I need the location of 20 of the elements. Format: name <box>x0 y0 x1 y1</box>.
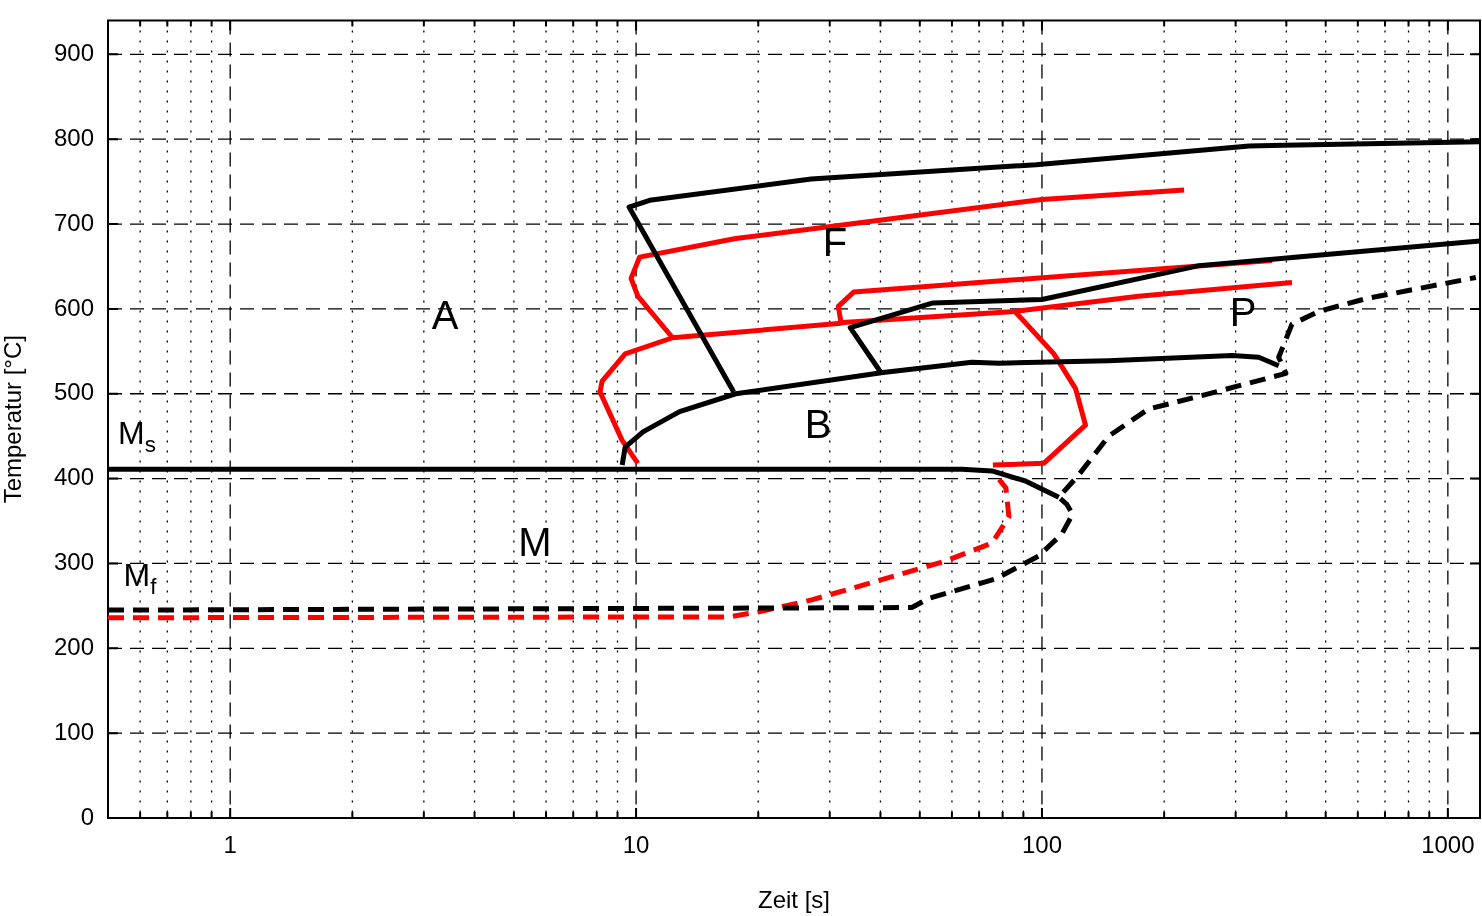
annotation: M <box>518 520 552 565</box>
y-tick-label: 900 <box>53 38 94 66</box>
y-tick-label: 200 <box>53 632 94 660</box>
y-tick-label: 500 <box>53 378 94 406</box>
x-tick-label: 10 <box>622 831 650 859</box>
x-axis-title: Zeit [s] <box>757 886 831 914</box>
y-tick-label: 300 <box>53 548 94 576</box>
annotation: A <box>431 293 459 338</box>
annotation: F <box>822 220 848 265</box>
y-tick-label: 600 <box>53 293 94 321</box>
y-tick-label: 800 <box>53 123 94 151</box>
x-tick-label: 100 <box>1021 831 1062 859</box>
annotation: B <box>804 402 832 447</box>
x-tick-label: 1 <box>223 831 237 859</box>
y-tick-label: 400 <box>53 463 94 491</box>
y-tick-label: 100 <box>53 717 94 745</box>
y-axis-title: Temperatur [°C] <box>0 335 27 504</box>
y-tick-label: 700 <box>53 208 94 236</box>
y-tick-label: 0 <box>80 802 94 830</box>
x-tick-label: 1000 <box>1421 831 1475 859</box>
